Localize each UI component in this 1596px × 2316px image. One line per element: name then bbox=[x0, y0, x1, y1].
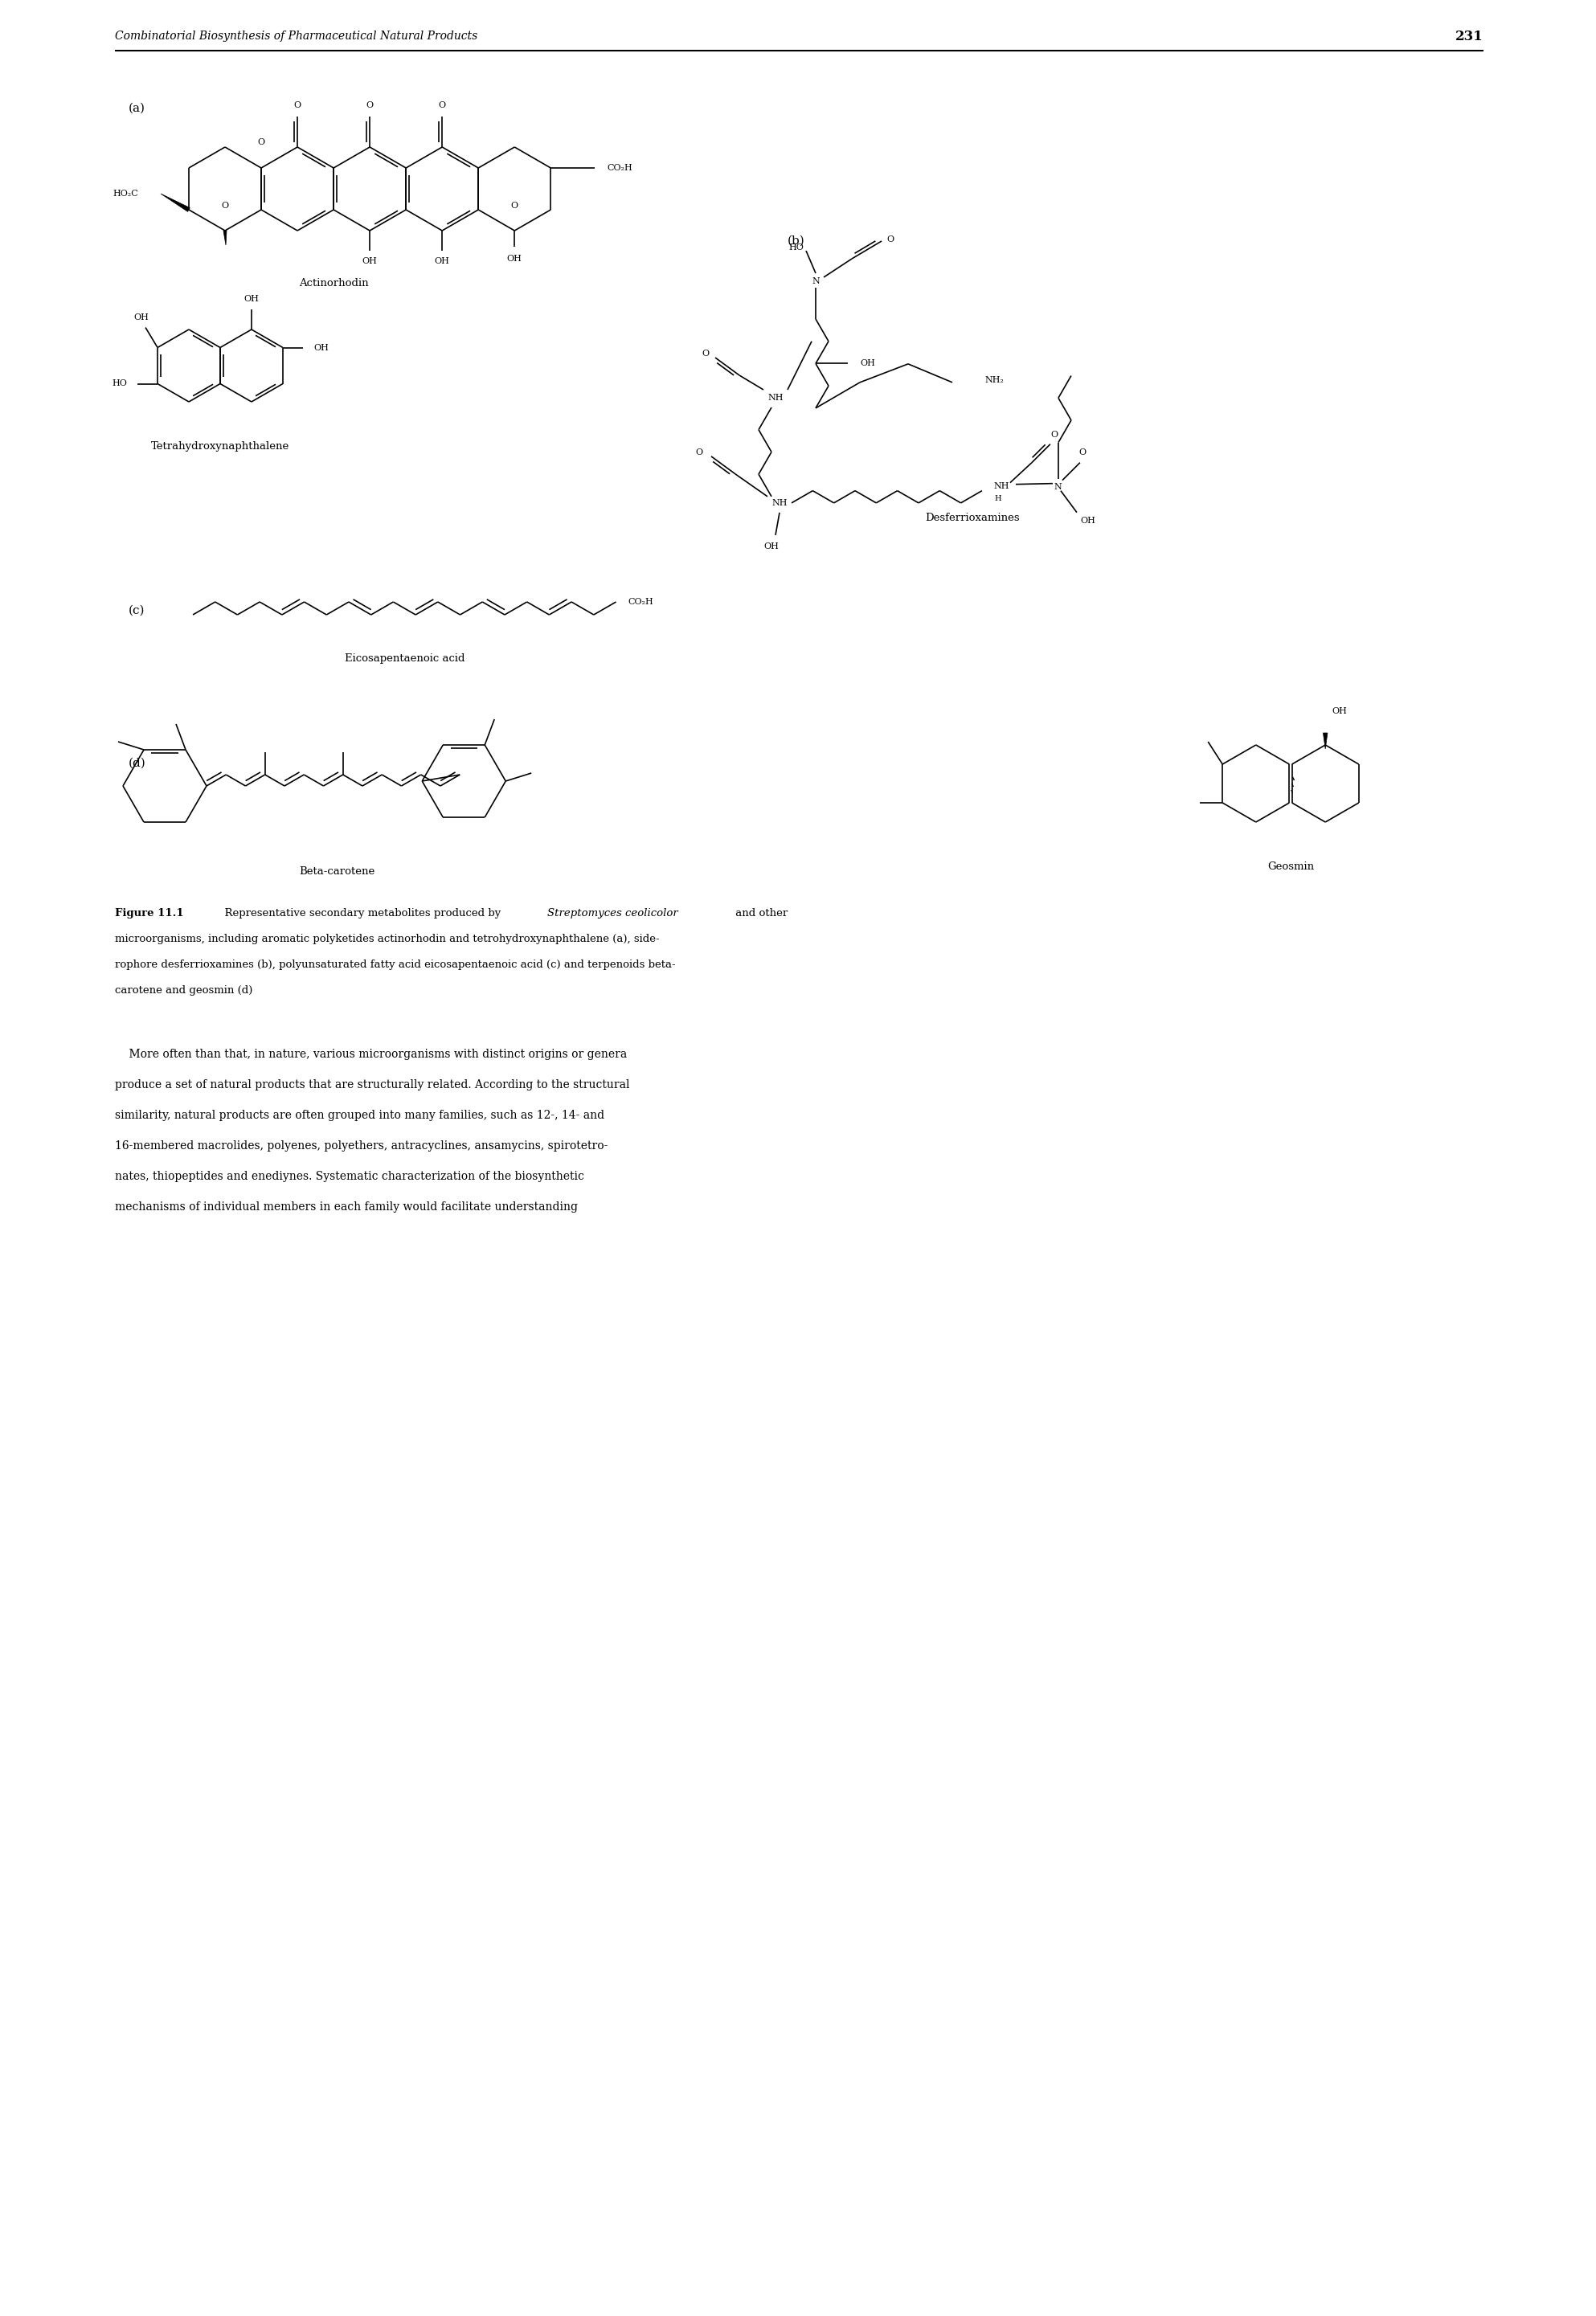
Text: Eicosapentaenoic acid: Eicosapentaenoic acid bbox=[345, 653, 464, 665]
Text: NH: NH bbox=[768, 394, 784, 401]
Text: 16-membered macrolides, polyenes, polyethers, antracyclines, ansamycins, spirote: 16-membered macrolides, polyenes, polyet… bbox=[115, 1139, 608, 1151]
Text: OH: OH bbox=[764, 542, 779, 551]
Text: CO₂H: CO₂H bbox=[629, 598, 654, 607]
Text: Desferrioxamines: Desferrioxamines bbox=[926, 514, 1020, 523]
Text: O: O bbox=[1050, 431, 1058, 438]
Text: nates, thiopeptides and enediynes. Systematic characterization of the biosynthet: nates, thiopeptides and enediynes. Syste… bbox=[115, 1172, 584, 1181]
Text: NH: NH bbox=[772, 498, 787, 507]
Text: CO₂H: CO₂H bbox=[606, 164, 632, 171]
Text: OH: OH bbox=[362, 257, 377, 266]
Text: (b): (b) bbox=[787, 236, 804, 248]
Text: OH: OH bbox=[1331, 706, 1347, 716]
Text: O: O bbox=[702, 350, 710, 357]
Text: carotene and geosmin (d): carotene and geosmin (d) bbox=[115, 984, 252, 996]
Text: OH: OH bbox=[313, 343, 329, 352]
Text: Combinatorial Biosynthesis of Pharmaceutical Natural Products: Combinatorial Biosynthesis of Pharmaceut… bbox=[115, 30, 477, 42]
Text: mechanisms of individual members in each family would facilitate understanding: mechanisms of individual members in each… bbox=[115, 1202, 578, 1214]
Text: O: O bbox=[696, 449, 704, 456]
Text: HO: HO bbox=[788, 243, 804, 252]
Text: (a): (a) bbox=[129, 102, 145, 113]
Polygon shape bbox=[161, 195, 190, 211]
Text: and other: and other bbox=[733, 908, 788, 919]
Text: NH: NH bbox=[994, 482, 1010, 491]
Text: HO₂C: HO₂C bbox=[113, 190, 139, 197]
Text: OH: OH bbox=[434, 257, 450, 266]
Text: microorganisms, including aromatic polyketides actinorhodin and tetrohydroxynaph: microorganisms, including aromatic polyk… bbox=[115, 933, 659, 945]
Text: Beta-carotene: Beta-carotene bbox=[300, 866, 375, 878]
Text: Figure 11.1: Figure 11.1 bbox=[115, 908, 184, 919]
Polygon shape bbox=[223, 232, 227, 245]
Text: 231: 231 bbox=[1456, 30, 1484, 44]
Text: Tetrahydroxynaphthalene: Tetrahydroxynaphthalene bbox=[152, 440, 289, 452]
Text: OH: OH bbox=[134, 313, 148, 322]
Text: OH: OH bbox=[1080, 516, 1095, 523]
Text: OH: OH bbox=[244, 294, 259, 303]
Text: OH: OH bbox=[860, 359, 875, 368]
Text: Representative secondary metabolites produced by: Representative secondary metabolites pro… bbox=[217, 908, 504, 919]
Text: O: O bbox=[886, 236, 894, 243]
Text: Streptomyces ceolicolor: Streptomyces ceolicolor bbox=[547, 908, 678, 919]
Text: N: N bbox=[1055, 482, 1063, 491]
Text: similarity, natural products are often grouped into many families, such as 12-, : similarity, natural products are often g… bbox=[115, 1109, 605, 1121]
Text: O: O bbox=[439, 102, 445, 109]
Text: O: O bbox=[1079, 447, 1087, 456]
Text: HO: HO bbox=[112, 380, 128, 387]
Text: produce a set of natural products that are structurally related. According to th: produce a set of natural products that a… bbox=[115, 1079, 630, 1091]
Text: OH: OH bbox=[508, 255, 522, 262]
Text: NH₂: NH₂ bbox=[985, 375, 1004, 384]
Text: N: N bbox=[812, 278, 820, 285]
Text: Geosmin: Geosmin bbox=[1267, 862, 1314, 871]
Text: O: O bbox=[222, 201, 228, 208]
Text: O: O bbox=[511, 201, 519, 208]
Text: O: O bbox=[257, 139, 265, 146]
Text: (c): (c) bbox=[129, 604, 145, 616]
Text: O: O bbox=[294, 102, 302, 109]
Text: H: H bbox=[994, 496, 1001, 503]
Polygon shape bbox=[1323, 732, 1328, 748]
Text: Actinorhodin: Actinorhodin bbox=[298, 278, 369, 287]
Text: More often than that, in nature, various microorganisms with distinct origins or: More often than that, in nature, various… bbox=[115, 1049, 627, 1061]
Text: (d): (d) bbox=[129, 757, 147, 769]
Text: rophore desferrioxamines (b), polyunsaturated fatty acid eicosapentaenoic acid (: rophore desferrioxamines (b), polyunsatu… bbox=[115, 959, 675, 970]
Text: O: O bbox=[365, 102, 373, 109]
